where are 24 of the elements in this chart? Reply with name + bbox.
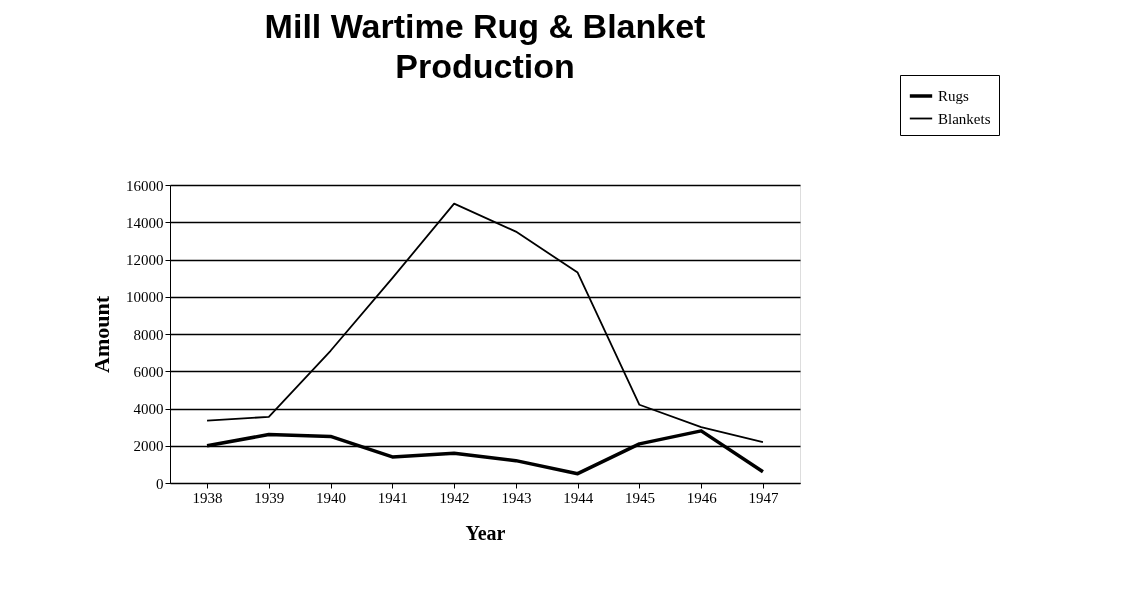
- y-tick-label: 0: [156, 475, 164, 492]
- x-tick-label: 1940: [316, 489, 347, 506]
- legend-label: Rugs: [938, 88, 969, 104]
- y-tick-label: 6000: [133, 363, 164, 380]
- x-tick-label: 1942: [439, 489, 470, 506]
- y-tick-label: 14000: [126, 214, 164, 231]
- y-tick-label: 2000: [133, 438, 164, 455]
- legend-label: Blankets: [938, 110, 991, 127]
- chart-title: Mill Wartime Rug & Blanket Production: [264, 6, 706, 85]
- x-tick-label: 1939: [254, 489, 285, 506]
- y-tick-label: 10000: [126, 289, 164, 306]
- y-tick-label: 12000: [126, 252, 164, 268]
- x-tick-label: 1947: [748, 489, 779, 506]
- x-tick-label: 1944: [563, 489, 594, 506]
- x-tick-label: 1946: [686, 489, 718, 506]
- x-tick-label: 1938: [192, 489, 223, 506]
- x-tick-label: 1945: [624, 489, 655, 506]
- x-tick-label: 1943: [501, 489, 532, 506]
- x-tick-label: 1941: [377, 489, 408, 506]
- y-tick-label: 8000: [133, 326, 164, 343]
- y-axis-title: Amount: [89, 295, 114, 374]
- y-tick-label: 4000: [133, 401, 164, 417]
- x-axis-title: Year: [465, 521, 506, 544]
- y-tick-label: 16000: [126, 177, 164, 194]
